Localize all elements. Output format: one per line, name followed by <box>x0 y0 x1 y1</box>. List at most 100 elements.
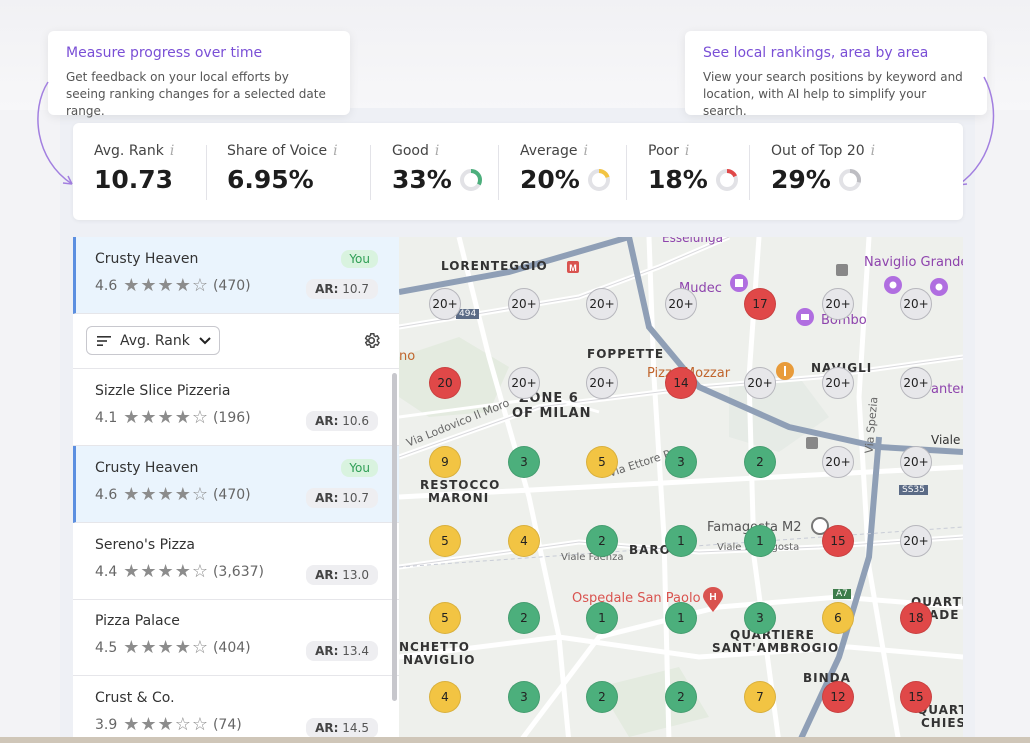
rank-pin[interactable]: 12 <box>822 681 854 713</box>
star-empty-icon: ☆ <box>191 714 209 735</box>
rank-pin[interactable]: 17 <box>744 288 776 320</box>
tooltip-body: View your search positions by keyword an… <box>703 70 963 118</box>
map-streets <box>399 237 963 743</box>
rank-pin[interactable]: 20+ <box>665 288 697 320</box>
rank-pin[interactable]: 3 <box>665 446 697 478</box>
map-label: BARO <box>629 543 671 557</box>
avg-rank-badge: AR: 10.7 <box>306 488 378 508</box>
rating-value: 3.9 <box>95 717 118 733</box>
rank-pin[interactable]: 3 <box>508 446 540 478</box>
star-full-icon: ★ <box>174 275 192 296</box>
rank-pin[interactable]: 5 <box>586 446 618 478</box>
rank-pin[interactable]: 20+ <box>508 367 540 399</box>
rank-pin[interactable]: 9 <box>429 446 461 478</box>
rank-pin[interactable]: 15 <box>822 525 854 557</box>
kpi-value: 6.95% <box>227 165 338 194</box>
rank-pin[interactable]: 2 <box>744 446 776 478</box>
rank-pin[interactable]: 20+ <box>586 288 618 320</box>
camera-marker-icon <box>930 278 948 296</box>
ar-value: 13.0 <box>342 568 369 582</box>
rank-pin[interactable]: 1 <box>665 525 697 557</box>
road-shield: A7 <box>833 589 851 599</box>
business-name: Sizzle Slice Pizzeria <box>95 383 231 399</box>
info-icon[interactable]: i <box>870 143 876 159</box>
ar-value: 10.7 <box>342 491 369 505</box>
kpi-label-text: Average <box>520 143 578 159</box>
rating-value: 4.4 <box>95 564 118 580</box>
star-full-icon: ★ <box>123 561 141 582</box>
business-name: Sereno's Pizza <box>95 537 195 553</box>
kpi-value-text: 33% <box>392 165 452 194</box>
gear-icon[interactable] <box>362 331 381 350</box>
shop-marker-icon <box>796 308 814 326</box>
rank-pin[interactable]: 20+ <box>900 525 932 557</box>
business-name: Crust & Co. <box>95 690 175 706</box>
rank-pin[interactable]: 2 <box>586 525 618 557</box>
road-shield: SS35 <box>899 485 928 495</box>
rank-pin[interactable]: 20+ <box>429 288 461 320</box>
rank-pin[interactable]: 20 <box>429 367 461 399</box>
rank-pin[interactable]: 20+ <box>508 288 540 320</box>
rank-pin[interactable]: 6 <box>822 602 854 634</box>
rank-pin[interactable]: 20+ <box>822 367 854 399</box>
rating-value: 4.5 <box>95 640 118 656</box>
svg-text:M: M <box>569 263 577 273</box>
rank-pin[interactable]: 1 <box>586 602 618 634</box>
rank-pin[interactable]: 14 <box>665 367 697 399</box>
review-count: (470) <box>212 487 251 503</box>
review-count: (470) <box>212 278 251 294</box>
rank-pin[interactable]: 20+ <box>900 367 932 399</box>
rank-pin[interactable]: 20+ <box>822 446 854 478</box>
sort-dropdown[interactable]: Avg. Rank <box>86 326 220 355</box>
rank-pin[interactable]: 2 <box>586 681 618 713</box>
rank-pin[interactable]: 20+ <box>744 367 776 399</box>
star-full-icon: ★ <box>157 484 175 505</box>
rank-pin[interactable]: 5 <box>429 602 461 634</box>
rank-pin[interactable]: 5 <box>429 525 461 557</box>
rank-pin[interactable]: 1 <box>744 525 776 557</box>
business-list-item[interactable]: Crusty Heaven 4.6 ★★★★☆ (470) You AR: 10.7 <box>73 446 400 523</box>
business-name: Pizza Palace <box>95 613 180 629</box>
star-rating: ★★★★☆ <box>123 639 209 657</box>
business-list-item[interactable]: Crust & Co. 3.9 ★★★☆☆ (74) AR: 14.5 <box>73 676 400 743</box>
business-list-item[interactable]: Pizza Palace 4.5 ★★★★☆ (404) AR: 13.4 <box>73 599 400 676</box>
info-icon[interactable]: i <box>434 143 440 159</box>
star-full-icon: ★ <box>123 484 141 505</box>
rank-pin[interactable]: 4 <box>429 681 461 713</box>
rank-pin[interactable]: 3 <box>744 602 776 634</box>
list-scrollbar[interactable] <box>392 373 397 701</box>
rank-pin[interactable]: 18 <box>900 602 932 634</box>
star-full-icon: ★ <box>174 561 192 582</box>
business-list-item[interactable]: Sizzle Slice Pizzeria 4.1 ★★★★☆ (196) AR: 10… <box>73 369 400 446</box>
ar-prefix: AR: <box>315 282 339 296</box>
kpi-2: Good i 33% <box>392 143 483 203</box>
info-icon[interactable]: i <box>583 143 588 159</box>
rank-pin[interactable]: 20+ <box>586 367 618 399</box>
map-label-poi: Esselunga <box>662 237 723 245</box>
tooltip-local-rankings: See local rankings, area by area View yo… <box>685 31 987 118</box>
info-icon[interactable]: i <box>169 143 175 159</box>
rank-pin[interactable]: 3 <box>508 681 540 713</box>
rank-pin[interactable]: 15 <box>900 681 932 713</box>
business-list-item[interactable]: Crusty Heaven 4.6 ★★★★☆ (470) You AR: 10.7 <box>73 237 400 314</box>
rating-row: 4.4 ★★★★☆ (3,637) <box>95 563 400 581</box>
rank-pin[interactable]: 2 <box>665 681 697 713</box>
rank-pin[interactable]: 1 <box>665 602 697 634</box>
rank-pin[interactable]: 20+ <box>900 288 932 320</box>
map[interactable]: LORENTEGGIO FOPPETTE NAVIGLI ZONE 6 OF M… <box>399 237 963 743</box>
star-full-icon: ★ <box>157 275 175 296</box>
rank-pin[interactable]: 7 <box>744 681 776 713</box>
bottom-strip <box>0 737 1030 743</box>
rank-pin[interactable]: 2 <box>508 602 540 634</box>
info-icon[interactable]: i <box>684 143 690 159</box>
business-list-item[interactable]: Sereno's Pizza 4.4 ★★★★☆ (3,637) AR: 13.0 <box>73 523 400 600</box>
star-rating: ★★★★☆ <box>123 409 209 427</box>
rank-pin[interactable]: 4 <box>508 525 540 557</box>
kpi-label: Avg. Rank i <box>94 143 174 159</box>
info-icon[interactable]: i <box>333 143 338 159</box>
rank-pin[interactable]: 20+ <box>822 288 854 320</box>
museum-marker-icon <box>730 274 748 292</box>
ar-prefix: AR: <box>315 414 339 428</box>
kpi-label-text: Share of Voice <box>227 143 328 159</box>
rank-pin[interactable]: 20+ <box>900 446 932 478</box>
